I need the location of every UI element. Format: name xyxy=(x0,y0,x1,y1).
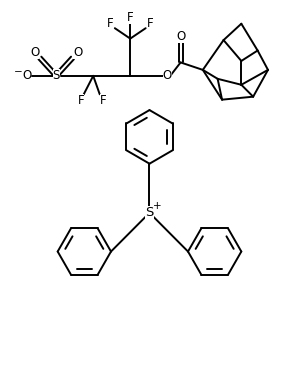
Text: O: O xyxy=(176,30,185,43)
Text: O: O xyxy=(30,46,39,59)
Text: F: F xyxy=(127,11,134,24)
Text: F: F xyxy=(100,94,107,107)
Text: O: O xyxy=(163,69,172,82)
Text: O: O xyxy=(22,69,31,82)
Text: +: + xyxy=(152,201,161,211)
Text: S: S xyxy=(145,206,154,219)
Text: O: O xyxy=(73,46,82,59)
Text: F: F xyxy=(147,17,154,29)
Text: F: F xyxy=(107,17,113,29)
Text: F: F xyxy=(77,94,84,107)
Text: S: S xyxy=(53,69,60,82)
Text: −: − xyxy=(14,67,23,77)
